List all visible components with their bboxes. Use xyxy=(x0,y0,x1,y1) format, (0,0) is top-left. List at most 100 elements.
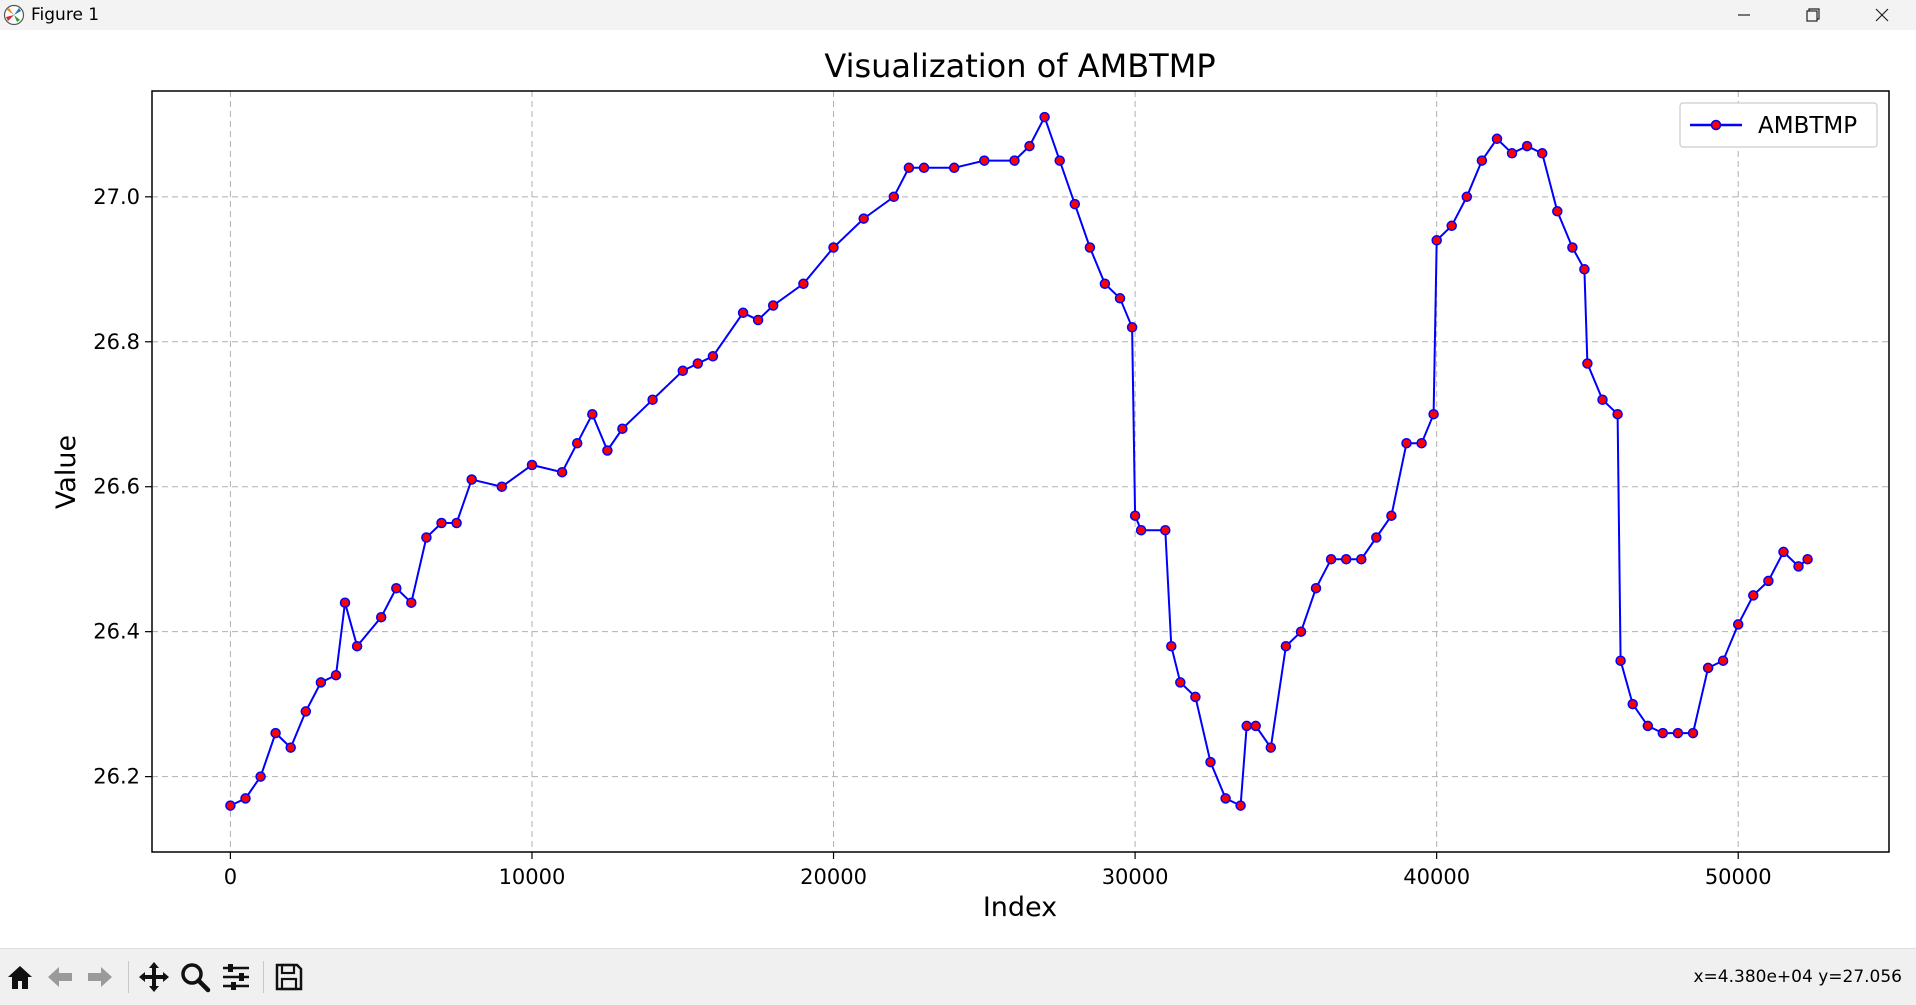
data-point xyxy=(421,532,432,543)
data-point xyxy=(1446,220,1457,232)
data-point xyxy=(315,677,327,688)
x-axis-label: Index xyxy=(983,892,1057,923)
y-tick-label: 26.8 xyxy=(93,330,140,354)
data-point xyxy=(391,582,402,594)
data-point xyxy=(767,300,779,311)
data-point xyxy=(1416,437,1427,449)
chart[interactable]: 0 10000 20000 30000 40000 50000 26.2 26.4 26.6 26… xyxy=(0,30,1916,948)
x-tick-label: 50000 xyxy=(1705,865,1772,889)
data-point xyxy=(1039,111,1050,123)
data-point xyxy=(1748,590,1759,601)
restore-icon xyxy=(1805,8,1820,22)
data-point xyxy=(1325,553,1337,565)
data-point xyxy=(1295,626,1307,637)
data-point xyxy=(1084,242,1096,253)
data-point xyxy=(1129,510,1141,521)
cursor-coordinates: x=4.380e+04 y=27.056 xyxy=(1693,967,1903,987)
data-point xyxy=(1536,148,1548,159)
data-point xyxy=(647,394,658,405)
data-point xyxy=(1778,546,1789,558)
data-point xyxy=(406,597,417,608)
data-point xyxy=(707,351,719,362)
data-point xyxy=(339,597,351,608)
data-point xyxy=(1371,532,1382,543)
data-point xyxy=(451,517,462,529)
data-point xyxy=(1126,322,1138,333)
data-point xyxy=(602,445,613,456)
data-point xyxy=(225,800,236,811)
toolbar-separator xyxy=(263,961,264,993)
configure-subplots-button[interactable] xyxy=(216,957,256,997)
data-point xyxy=(1220,793,1231,804)
data-point xyxy=(1627,698,1638,710)
window-title: Figure 1 xyxy=(31,5,100,25)
legend-box xyxy=(1679,102,1878,148)
axes-frame xyxy=(151,90,1890,853)
data-point xyxy=(496,481,508,492)
data-point xyxy=(1552,206,1563,217)
x-tick-label: 30000 xyxy=(1102,865,1169,889)
data-point xyxy=(948,162,960,174)
x-tick-label: 10000 xyxy=(499,865,566,889)
figure-canvas[interactable]: 0 10000 20000 30000 40000 50000 26.2 26.4 26.6 26… xyxy=(0,30,1916,948)
data-point xyxy=(1428,408,1439,420)
navigation-toolbar: x=4.380e+04 y=27.056 xyxy=(0,948,1916,1005)
back-arrow-icon xyxy=(48,967,72,987)
data-point xyxy=(1054,155,1065,166)
configure-subplots-icon xyxy=(223,964,249,990)
data-point xyxy=(858,213,869,224)
pan-button[interactable] xyxy=(134,957,174,997)
data-point xyxy=(1793,561,1804,572)
data-point xyxy=(1642,720,1654,732)
data-point xyxy=(1386,510,1397,521)
zoom-button[interactable] xyxy=(175,957,215,997)
data-point xyxy=(798,278,809,290)
data-point xyxy=(1401,437,1412,449)
minimize-icon xyxy=(1737,14,1750,16)
data-point xyxy=(1615,655,1626,666)
data-point xyxy=(1491,133,1503,145)
data-point xyxy=(466,474,477,485)
x-tick-label: 0 xyxy=(224,865,237,889)
toolbar-separator xyxy=(128,961,129,993)
data-point xyxy=(1114,293,1126,304)
close-button[interactable] xyxy=(1847,0,1916,30)
data-point xyxy=(436,517,447,529)
data-point xyxy=(526,459,538,471)
data-point xyxy=(1717,655,1729,666)
data-point xyxy=(375,611,387,623)
back-button[interactable] xyxy=(40,957,80,997)
data-point xyxy=(330,669,342,681)
matplotlib-app-icon xyxy=(3,4,25,26)
data-point xyxy=(1190,691,1201,703)
data-point xyxy=(918,162,930,174)
save-button[interactable] xyxy=(269,957,309,997)
data-point xyxy=(1205,756,1216,768)
y-tick-label: 26.4 xyxy=(93,620,140,644)
data-point xyxy=(1579,264,1590,275)
y-tick-label: 26.2 xyxy=(93,765,140,789)
y-axis-label: Value xyxy=(51,435,82,509)
data-point xyxy=(1235,800,1246,811)
close-icon xyxy=(1875,8,1888,22)
maximize-button[interactable] xyxy=(1778,0,1847,30)
data-point xyxy=(1461,191,1473,203)
home-button[interactable] xyxy=(0,957,40,997)
x-tick-label: 20000 xyxy=(800,865,867,889)
data-point xyxy=(1356,553,1367,565)
series-line-ambtmp xyxy=(229,114,1809,808)
data-point xyxy=(1597,394,1608,405)
data-point xyxy=(1431,235,1442,246)
minimize-button[interactable] xyxy=(1709,0,1778,30)
data-point xyxy=(1265,742,1277,753)
data-point xyxy=(737,307,749,319)
data-point xyxy=(1175,677,1186,688)
window-titlebar: Figure 1 xyxy=(0,0,1916,30)
data-point xyxy=(1310,582,1322,594)
data-point xyxy=(1521,140,1533,152)
data-point xyxy=(828,242,839,253)
data-point xyxy=(1657,727,1669,739)
zoom-icon xyxy=(181,963,211,993)
forward-button[interactable] xyxy=(80,957,120,997)
data-point xyxy=(556,466,568,478)
